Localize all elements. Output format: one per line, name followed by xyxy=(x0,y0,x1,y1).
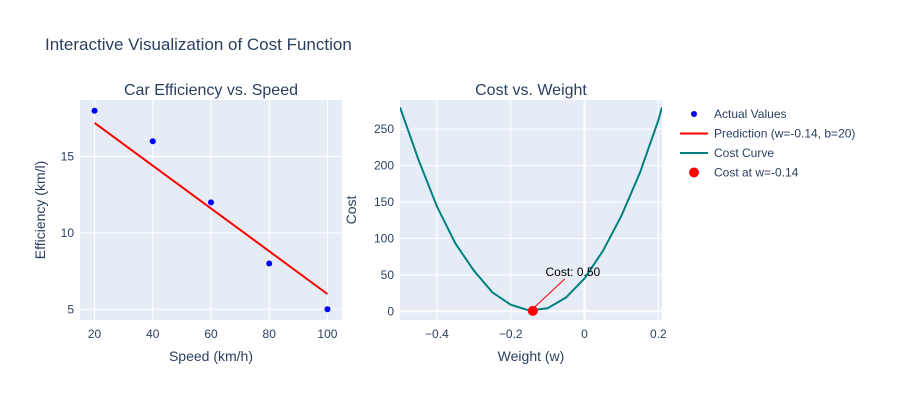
y-tick-label: 10 xyxy=(61,226,75,240)
legend-item[interactable]: Cost Curve xyxy=(680,146,774,160)
legend-item[interactable]: Cost at w=-0.14 xyxy=(689,166,799,180)
y-tick-label: 150 xyxy=(374,195,394,209)
legend-item[interactable]: Actual Values xyxy=(691,107,787,121)
x-axis-label: Speed (km/h) xyxy=(169,348,253,364)
x-tick-label: 0 xyxy=(581,327,588,341)
x-tick-label: 20 xyxy=(88,327,102,341)
cost-vs-weight-chart: −0.4 −0.2 0 0.2 0 50 100 150 200 250 Cost: 0.50 C… xyxy=(343,82,667,364)
legend-label: Actual Values xyxy=(714,107,787,121)
y-tick-label: 50 xyxy=(381,268,395,282)
tick-labels: 20 40 60 80 100 5 10 15 xyxy=(61,150,338,341)
legend-item[interactable]: Prediction (w=-0.14, b=20) xyxy=(680,127,855,141)
gridlines xyxy=(400,100,662,320)
y-axis-label: Efficiency (km/l) xyxy=(32,161,48,260)
series-line[interactable] xyxy=(400,106,662,312)
data-point[interactable] xyxy=(208,199,214,206)
y-axis-label: Cost xyxy=(343,196,359,225)
y-tick-label: 5 xyxy=(67,302,74,316)
legend-marker-swatch xyxy=(689,167,699,178)
legend-label: Cost at w=-0.14 xyxy=(714,166,799,180)
legend-label: Prediction (w=-0.14, b=20) xyxy=(714,127,855,141)
x-tick-label: 60 xyxy=(204,327,218,341)
y-tick-label: 250 xyxy=(374,122,394,136)
y-tick-label: 0 xyxy=(387,304,394,318)
x-axis-label: Weight (w) xyxy=(498,348,565,364)
y-tick-label: 15 xyxy=(61,150,75,164)
y-tick-label: 200 xyxy=(374,159,394,173)
annotation-arrow xyxy=(534,278,566,308)
chart-marks xyxy=(91,107,331,313)
figure-title: Interactive Visualization of Cost Functi… xyxy=(45,35,352,54)
data-point[interactable] xyxy=(91,107,98,114)
data-point[interactable] xyxy=(527,305,538,316)
data-point[interactable] xyxy=(324,306,331,313)
legend[interactable]: Actual Values Prediction (w=-0.14, b=20) C… xyxy=(680,107,855,180)
x-tick-label: 100 xyxy=(317,327,337,341)
annotation-label: Cost: 0.50 xyxy=(545,265,600,279)
x-tick-label: 0.2 xyxy=(650,327,667,341)
tick-labels: −0.4 −0.2 0 0.2 0 50 100 150 200 250 xyxy=(374,122,667,341)
chart-marks: Cost: 0.50 xyxy=(400,106,662,316)
chart-title: Cost vs. Weight xyxy=(475,82,587,99)
gridlines xyxy=(80,100,342,320)
x-tick-label: −0.2 xyxy=(499,327,523,341)
series-line[interactable] xyxy=(94,122,328,295)
x-tick-label: 80 xyxy=(263,327,277,341)
data-point[interactable] xyxy=(149,138,156,145)
chart-title: Car Efficiency vs. Speed xyxy=(124,82,298,99)
efficiency-vs-speed-chart: 20 40 60 80 100 5 10 15 Car Efficiency vs. Spee… xyxy=(32,82,342,364)
plot-area xyxy=(400,100,662,320)
x-tick-label: −0.4 xyxy=(425,327,449,341)
y-tick-label: 100 xyxy=(374,231,394,245)
legend-marker-swatch xyxy=(691,111,697,117)
data-point[interactable] xyxy=(266,260,273,267)
legend-label: Cost Curve xyxy=(714,146,774,160)
x-tick-label: 40 xyxy=(146,327,160,341)
